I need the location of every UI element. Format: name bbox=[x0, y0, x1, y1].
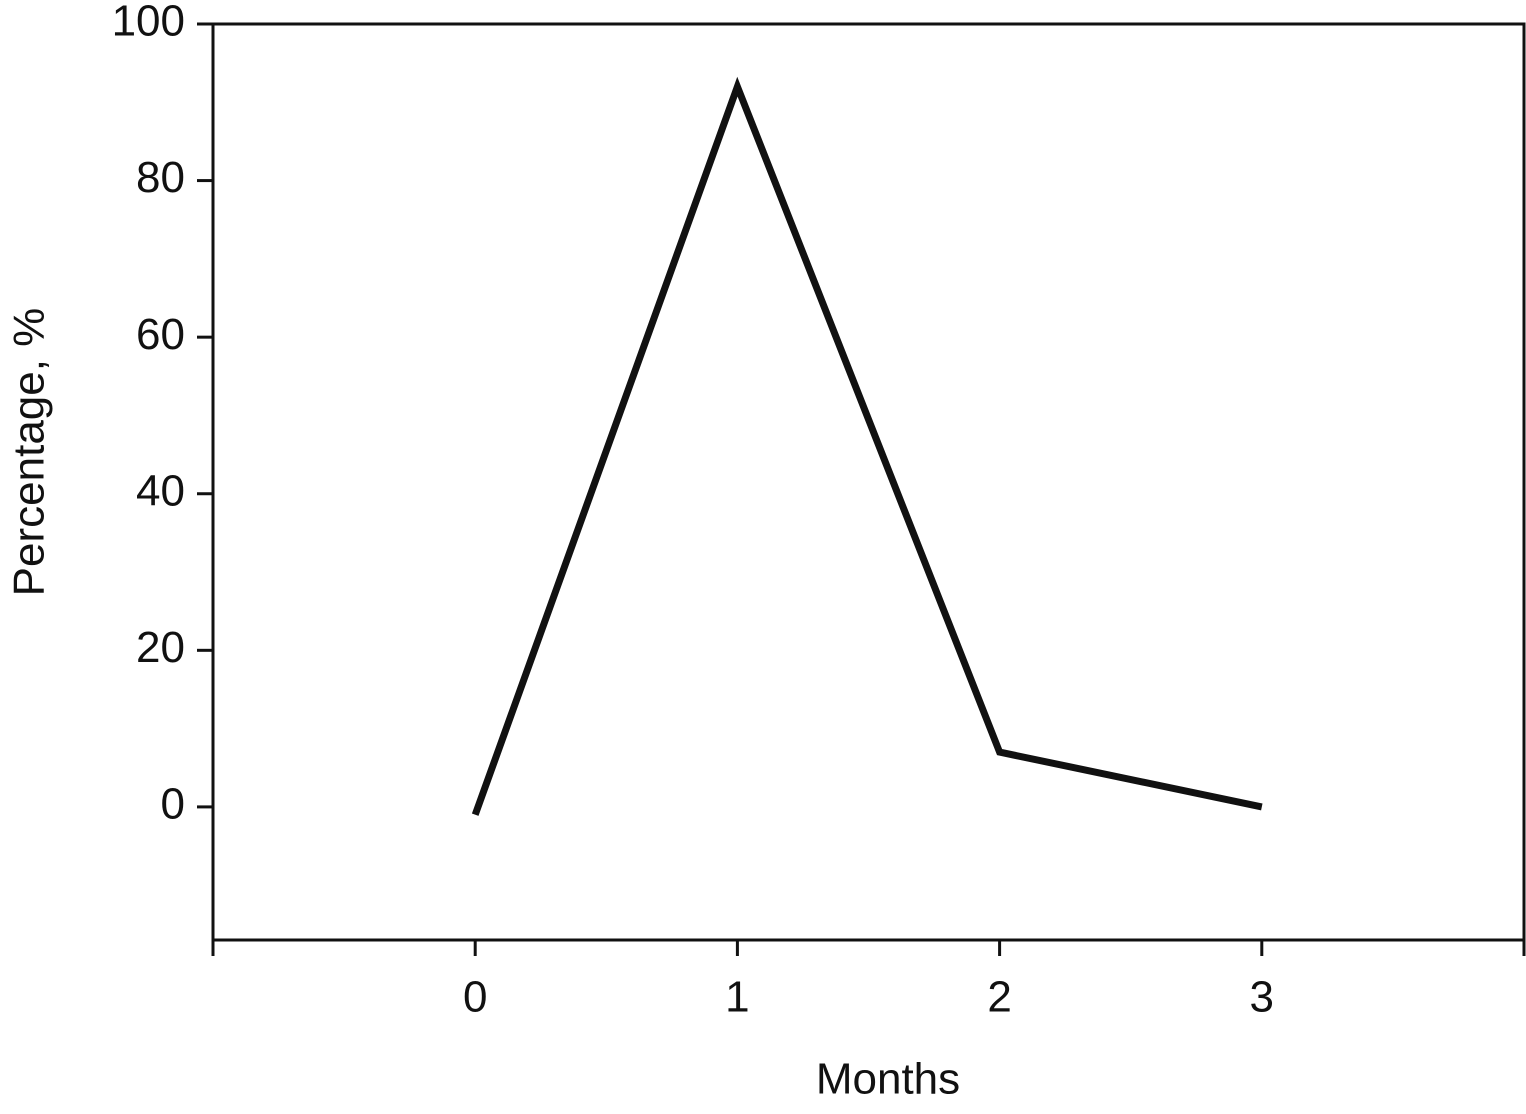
y-tick-label: 40 bbox=[136, 466, 185, 515]
x-tick-label: 0 bbox=[463, 973, 487, 1022]
y-axis-label: Percentage, % bbox=[5, 308, 54, 597]
x-tick-label: 1 bbox=[725, 973, 749, 1022]
plot-frame bbox=[211, 22, 1526, 942]
y-tick-label: 100 bbox=[112, 0, 185, 46]
y-tick-label: 80 bbox=[136, 153, 185, 202]
y-tick-label: 60 bbox=[136, 310, 185, 359]
data-line bbox=[471, 76, 1263, 816]
x-axis-label: Months bbox=[816, 1055, 960, 1104]
y-tick-label: 20 bbox=[136, 623, 185, 672]
y-tick-label: 0 bbox=[161, 780, 185, 829]
x-tick-label: 3 bbox=[1250, 973, 1274, 1022]
x-tick-label: 2 bbox=[987, 973, 1011, 1022]
